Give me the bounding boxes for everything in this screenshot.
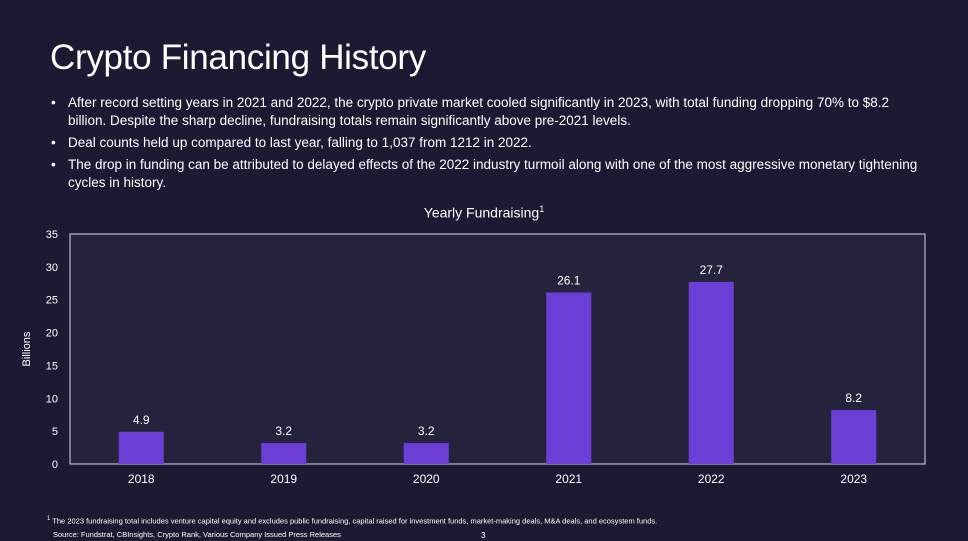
- x-tick-label: 2023: [840, 472, 867, 486]
- chart-title: Yearly Fundraising1: [0, 204, 968, 221]
- data-label: 8.2: [845, 391, 862, 405]
- data-label: 4.9: [133, 413, 150, 427]
- y-tick-label: 0: [52, 459, 58, 471]
- data-label: 27.7: [700, 263, 724, 277]
- bullet-item: After record setting years in 2021 and 2…: [48, 94, 928, 130]
- source-text: Source: Fundstrat, CBInsights, Crypto Ra…: [53, 530, 341, 539]
- data-label: 3.2: [275, 424, 292, 438]
- slide-title: Crypto Financing History: [50, 38, 426, 77]
- data-label: 3.2: [418, 424, 435, 438]
- footnote-marker: 1: [47, 516, 51, 522]
- y-tick-label: 25: [46, 295, 58, 307]
- bar: [118, 431, 164, 464]
- bar: [261, 442, 307, 464]
- data-label: 26.1: [557, 273, 581, 287]
- x-tick-label: 2020: [413, 472, 440, 486]
- y-tick-label: 10: [46, 393, 58, 405]
- bullet-item: Deal counts held up compared to last yea…: [48, 134, 928, 152]
- y-tick-label: 5: [52, 426, 58, 438]
- x-tick-label: 2021: [555, 472, 582, 486]
- y-tick-label: 35: [46, 229, 58, 241]
- x-tick-label: 2019: [270, 472, 297, 486]
- y-tick-label: 15: [46, 360, 58, 372]
- chart-title-superscript: 1: [539, 204, 545, 214]
- bar: [403, 442, 449, 464]
- bar: [688, 281, 734, 464]
- bar: [546, 292, 592, 464]
- x-tick-label: 2018: [128, 472, 155, 486]
- y-axis-label: Billions: [21, 331, 33, 366]
- bar: [831, 410, 877, 464]
- bar-chart: 0 5 10 15 20 25 30 35 Billions 4.9 2018 3.2 2019 3.2 2…: [21, 229, 926, 486]
- y-tick-label: 20: [46, 328, 58, 340]
- plot-area: [69, 233, 926, 465]
- chart-title-text: Yearly Fundraising: [423, 204, 540, 221]
- y-tick-label: 30: [46, 262, 58, 274]
- footnote: 1 The 2023 fundraising total includes ve…: [47, 516, 657, 526]
- page-number: 3: [481, 531, 486, 540]
- bullet-item: The drop in funding can be attributed to…: [48, 156, 928, 192]
- x-tick-label: 2022: [698, 472, 725, 486]
- footnote-text: The 2023 fundraising total includes vent…: [52, 516, 658, 526]
- bullet-list: After record setting years in 2021 and 2…: [48, 94, 928, 196]
- chart-container: Yearly Fundraising1 0 5 10 15 20 25 30 35 Billio…: [0, 200, 968, 500]
